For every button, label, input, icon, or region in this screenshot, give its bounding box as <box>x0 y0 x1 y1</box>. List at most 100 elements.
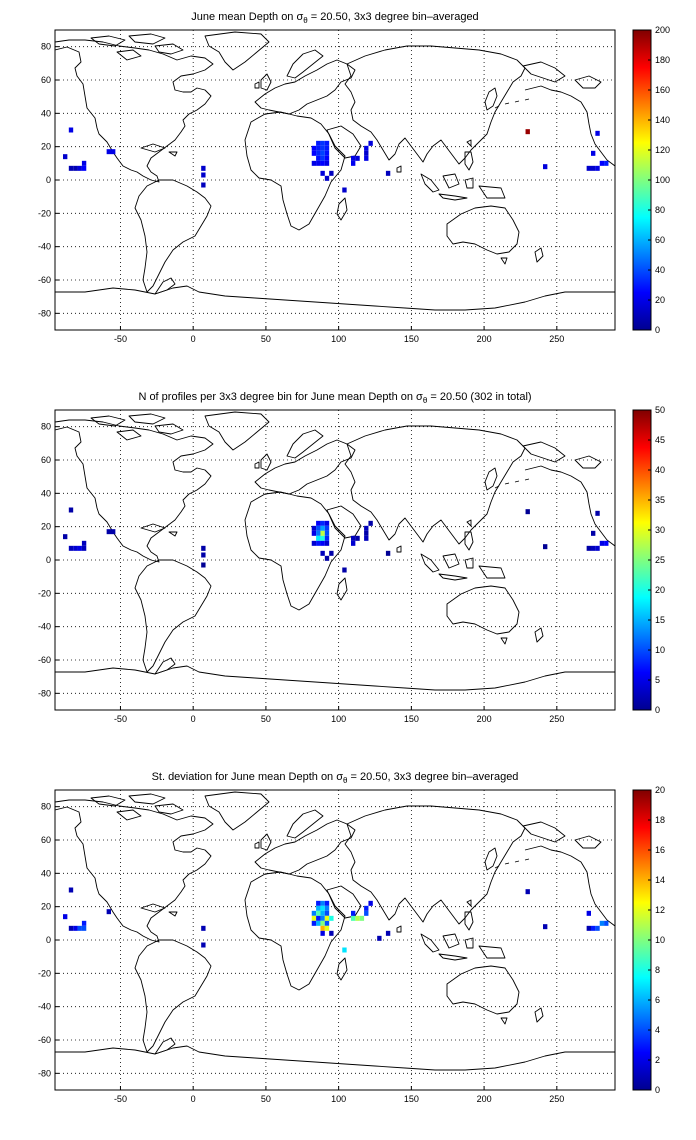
y-tick-label: -60 <box>38 275 51 285</box>
data-cell <box>68 925 74 931</box>
data-cell <box>106 909 111 915</box>
data-cell <box>316 155 321 161</box>
data-cell <box>320 550 325 556</box>
data-cell <box>63 534 68 540</box>
data-cell <box>73 165 78 171</box>
data-cell <box>316 525 321 531</box>
colorbar-tick-label: 2 <box>655 1055 660 1065</box>
data-cell <box>368 520 373 526</box>
data-cell <box>324 150 330 156</box>
data-cell <box>320 160 325 166</box>
data-cell <box>364 905 369 911</box>
data-cell <box>324 140 330 146</box>
y-tick-label: -60 <box>38 655 51 665</box>
data-cell <box>385 170 391 176</box>
data-cell <box>320 925 325 931</box>
data-cell <box>201 545 206 551</box>
data-cell <box>525 889 530 895</box>
x-tick-label: 150 <box>404 714 419 724</box>
data-cell <box>595 925 600 931</box>
data-cell <box>77 165 82 171</box>
data-cell <box>595 165 600 171</box>
data-cell <box>68 507 74 513</box>
data-cell <box>68 165 74 171</box>
data-cell <box>111 529 116 535</box>
title-subscript: θ <box>343 776 348 785</box>
y-tick-label: -40 <box>38 622 51 632</box>
data-cell <box>595 545 600 551</box>
data-cell <box>324 530 330 536</box>
data-cell <box>311 145 317 151</box>
x-tick-label: 200 <box>477 334 492 344</box>
y-tick-label: -20 <box>38 588 51 598</box>
colorbar-tick-label: 6 <box>655 995 660 1005</box>
data-cell <box>324 925 330 931</box>
data-cell <box>320 140 325 146</box>
data-cell <box>63 154 68 160</box>
data-cell <box>316 910 321 916</box>
colorbar-tick-label: 120 <box>655 145 670 155</box>
data-cell <box>543 544 548 550</box>
map-panel-1: June mean Depth on σθ = 20.50, 3x3 degre… <box>38 11 670 344</box>
y-tick-label: 0 <box>46 555 51 565</box>
x-tick-label: 150 <box>404 334 419 344</box>
data-cell <box>111 149 116 155</box>
x-tick-label: 50 <box>261 1094 271 1104</box>
data-cell <box>63 914 68 920</box>
colorbar-tick-label: 80 <box>655 205 665 215</box>
data-cell <box>595 130 600 136</box>
colorbar-tick-label: 40 <box>655 265 665 275</box>
colorbar-tick-label: 20 <box>655 785 665 795</box>
data-cell <box>201 562 206 568</box>
data-cell <box>316 900 321 906</box>
title-prefix: St. deviation for June mean Depth on σ <box>152 771 344 783</box>
data-cell <box>364 155 369 161</box>
x-tick-label: -50 <box>114 1094 127 1104</box>
panel-title: N of profiles per 3x3 degree bin for Jun… <box>138 391 531 405</box>
colorbar-tick-label: 20 <box>655 585 665 595</box>
colorbar-tick-label: 15 <box>655 615 665 625</box>
x-tick-label: 250 <box>549 334 564 344</box>
title-suffix: = 20.50, 3x3 degree bin–averaged <box>347 771 518 783</box>
data-cell <box>324 900 330 906</box>
data-cell <box>320 540 325 546</box>
y-tick-label: 40 <box>41 488 51 498</box>
data-cell <box>68 545 74 551</box>
title-prefix: N of profiles per 3x3 degree bin for Jun… <box>138 391 423 403</box>
colorbar-tick-label: 180 <box>655 55 670 65</box>
y-tick-label: -80 <box>38 688 51 698</box>
x-tick-label: 200 <box>477 714 492 724</box>
data-cell <box>81 540 87 546</box>
data-cell <box>316 145 321 151</box>
panel-title: June mean Depth on σθ = 20.50, 3x3 degre… <box>191 11 478 25</box>
y-tick-label: -80 <box>38 1068 51 1078</box>
data-cell <box>351 910 356 916</box>
data-cell <box>329 550 334 556</box>
data-cell <box>324 915 330 921</box>
data-cell <box>385 930 391 936</box>
colorbar <box>633 30 651 330</box>
x-tick-label: -50 <box>114 714 127 724</box>
y-tick-label: -40 <box>38 1002 51 1012</box>
colorbar-tick-label: 45 <box>655 435 665 445</box>
data-cell <box>316 160 321 166</box>
colorbar-tick-label: 140 <box>655 115 670 125</box>
data-cell <box>106 529 111 535</box>
y-tick-label: -20 <box>38 968 51 978</box>
x-tick-label: -50 <box>114 334 127 344</box>
data-cell <box>604 920 609 926</box>
data-cell <box>604 540 609 546</box>
y-tick-label: 0 <box>46 935 51 945</box>
x-tick-label: 100 <box>331 1094 346 1104</box>
data-cell <box>316 540 321 546</box>
data-cell <box>320 170 325 176</box>
data-cell <box>368 900 373 906</box>
data-cell <box>324 160 330 166</box>
x-tick-label: 50 <box>261 714 271 724</box>
data-cell <box>201 165 206 171</box>
data-cell <box>316 140 321 146</box>
data-cell <box>364 535 369 541</box>
data-cell <box>324 555 330 561</box>
colorbar-tick-label: 35 <box>655 495 665 505</box>
